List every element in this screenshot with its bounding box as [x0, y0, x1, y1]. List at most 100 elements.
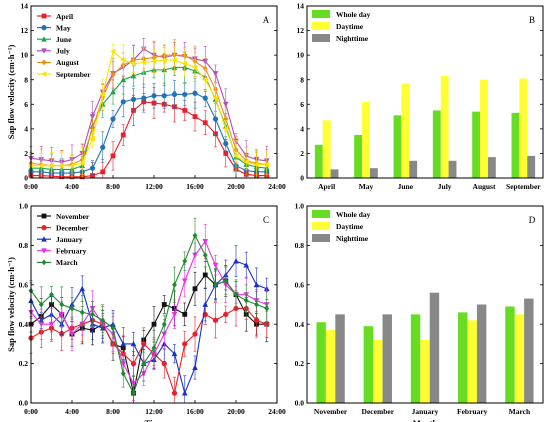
bar-nighttime	[369, 168, 378, 178]
data-point	[69, 162, 75, 169]
data-point	[69, 331, 75, 338]
y-tick-label: 4	[24, 124, 28, 133]
data-point	[79, 160, 85, 167]
bar-nighttime	[382, 314, 392, 403]
x-tick-label: 24:00	[268, 182, 286, 191]
legend-marker	[41, 225, 47, 231]
data-point	[161, 361, 167, 367]
data-point	[48, 162, 54, 169]
bar-daytime	[362, 101, 370, 178]
data-point	[253, 317, 260, 323]
x-tick-label: 12:00	[145, 182, 163, 191]
data-point	[38, 321, 45, 328]
legend-label: Whole day	[336, 210, 371, 219]
bar-nighttime	[524, 298, 534, 403]
data-point	[130, 96, 137, 102]
data-point	[151, 58, 157, 65]
data-point	[151, 344, 157, 351]
bar-nighttime	[409, 160, 418, 178]
data-point	[131, 390, 136, 397]
y-tick-label: 1.0	[19, 202, 29, 211]
data-point	[100, 144, 106, 150]
bar-daytime	[467, 320, 477, 403]
y-tick-label: 0.0	[19, 399, 29, 408]
data-point	[223, 141, 229, 147]
legend-label: March	[56, 258, 78, 267]
series-line	[31, 50, 267, 167]
x-tick-label: December	[362, 407, 395, 416]
bar-whole-day	[410, 314, 421, 403]
bar-nighttime	[487, 157, 496, 178]
y-tick-label: 10	[21, 51, 29, 60]
data-point	[151, 93, 157, 99]
data-point	[120, 370, 126, 377]
data-point	[130, 73, 137, 79]
x-tick-label: February	[457, 407, 488, 416]
data-point	[120, 76, 127, 83]
data-point	[110, 116, 116, 122]
bar-daytime	[420, 339, 430, 403]
bar-whole-day	[505, 306, 515, 403]
data-point	[130, 60, 136, 67]
bar-whole-day	[363, 326, 374, 403]
legend-marker	[41, 36, 47, 42]
data-point	[110, 48, 116, 55]
line-chart-panel-A: 0 2 4 6 8 10 12 14 0:00 4:00 8:00 12:00 16:00 20:00 24…	[6, 2, 286, 191]
data-point	[202, 120, 208, 126]
legend-swatch	[312, 210, 330, 218]
data-point	[182, 258, 188, 265]
data-point	[171, 57, 177, 63]
data-point	[120, 99, 126, 105]
bar-whole-day	[316, 322, 326, 403]
y-axis-label: Sap flow velocity (cm·h⁻¹)	[6, 45, 16, 140]
data-point	[213, 281, 218, 288]
data-point	[212, 262, 219, 269]
legend: April May June July August September	[37, 12, 91, 79]
x-tick-label: 20:00	[227, 182, 245, 191]
plot-frame	[30, 5, 278, 179]
legend-label: January	[56, 235, 83, 244]
x-tick-label: 8:00	[106, 182, 120, 191]
data-point	[202, 65, 208, 72]
y-tick-label: 0.2	[295, 359, 305, 368]
data-point	[79, 285, 86, 292]
x-tick-label: June	[398, 182, 414, 191]
data-point	[110, 89, 116, 95]
data-point	[233, 153, 239, 159]
legend-label: November	[56, 212, 90, 221]
data-point	[151, 321, 157, 327]
data-point	[192, 331, 198, 337]
legend-label: September	[56, 70, 91, 79]
y-tick-label: 0	[24, 174, 28, 183]
legend-label: Whole day	[336, 10, 371, 19]
data-point	[90, 311, 95, 318]
legend-marker	[41, 259, 47, 266]
bar-daytime	[440, 76, 449, 178]
y-tick-label: 6	[24, 100, 28, 109]
data-point	[141, 95, 147, 101]
data-point	[161, 321, 167, 328]
legend-marker	[41, 13, 47, 19]
data-point	[48, 321, 55, 328]
data-point	[243, 297, 249, 304]
y-tick-label: 2	[300, 149, 304, 158]
data-point	[202, 76, 208, 83]
data-point	[182, 91, 188, 98]
legend-swatch	[312, 222, 330, 230]
series-line	[30, 260, 267, 395]
y-tick-label: 4	[300, 124, 304, 133]
y-axis-label: Sap flow velocity (cm·h⁻¹)	[6, 257, 16, 352]
x-tick-label: July	[438, 182, 452, 191]
series-september	[28, 43, 270, 179]
data-point	[110, 71, 116, 78]
data-point	[131, 108, 136, 113]
y-tick-label: 0.6	[295, 280, 305, 289]
data-point	[120, 340, 127, 347]
data-point	[130, 340, 137, 347]
x-tick-label: 24:00	[268, 407, 286, 416]
bar-daytime	[519, 78, 528, 178]
plot-frame	[306, 5, 544, 179]
legend-label: June	[56, 35, 72, 44]
y-tick-label: 0.6	[19, 280, 29, 289]
data-point	[263, 161, 270, 168]
